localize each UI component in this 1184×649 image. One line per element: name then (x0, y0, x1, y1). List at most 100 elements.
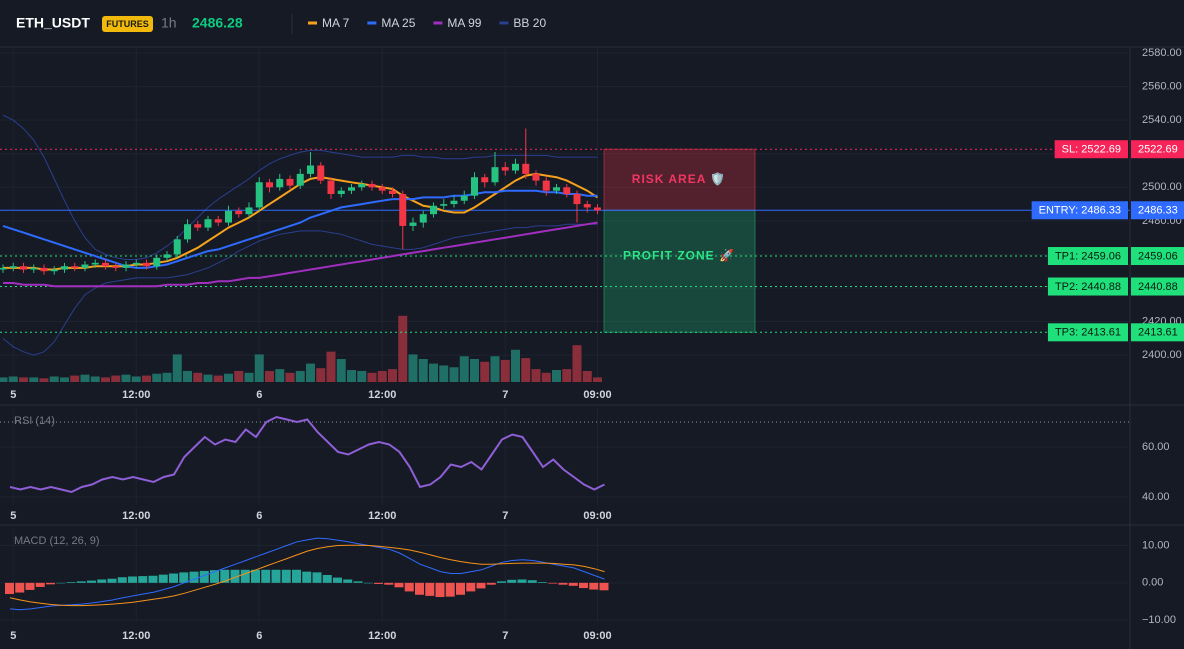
candle-body (573, 194, 581, 205)
volume-bar (521, 358, 531, 382)
candle-body (337, 190, 345, 195)
histogram-bar (517, 579, 527, 583)
histogram-bar (117, 577, 127, 583)
y-tick-label: 2560.00 (1142, 81, 1182, 93)
volume-bar (562, 369, 572, 382)
histogram-bar (353, 581, 363, 583)
volume-bar (234, 370, 244, 382)
candle-body (204, 219, 212, 228)
level-axis-tag (1131, 201, 1184, 220)
histogram-bar (363, 582, 373, 584)
histogram-bar (25, 582, 35, 590)
x-tick-label: 12:00 (122, 630, 150, 642)
histogram-bar (456, 582, 465, 595)
candle-body (153, 257, 161, 267)
histogram-bar (220, 569, 230, 583)
candle-body (389, 190, 396, 195)
volume-bar (552, 370, 561, 382)
volume-bar (377, 370, 387, 382)
histogram-bar (527, 580, 537, 583)
candle-body (0, 267, 7, 270)
x-tick-label: 12:00 (368, 389, 396, 401)
level-axis-label: 2522.69 (1138, 144, 1178, 156)
histogram-bar (189, 571, 199, 583)
x-tick-label: 12:00 (368, 510, 396, 522)
candle-body (9, 266, 17, 268)
candle-body (102, 262, 109, 267)
histogram-bar (240, 569, 250, 583)
histogram-bar (558, 582, 568, 585)
volume-bar (449, 367, 459, 382)
volume-bar (131, 376, 141, 382)
histogram-bar (76, 581, 86, 583)
x-tick-label: 09:00 (583, 630, 611, 642)
candle-body (512, 163, 519, 171)
candle-body (71, 266, 79, 268)
volume-bar (19, 377, 28, 382)
x-tick-label: 6 (256, 510, 262, 522)
volume-bar (490, 356, 500, 382)
candle-body (61, 266, 68, 270)
x-tick-label: 09:00 (583, 389, 611, 401)
candle-body (368, 183, 376, 188)
level-label: TP3: 2413.61 (1055, 327, 1121, 339)
candle-body (112, 266, 120, 268)
volume-bar (408, 354, 418, 382)
histogram-bar (476, 582, 486, 589)
candle-body (409, 222, 417, 226)
volume-bar (152, 373, 162, 382)
volume-bar (572, 345, 582, 382)
pane-title: RSI (14) (14, 415, 55, 427)
histogram-bar (5, 582, 14, 595)
volume-bar (357, 370, 367, 382)
candle-body (378, 187, 386, 191)
histogram-bar (138, 576, 148, 583)
histogram-bar (486, 582, 496, 585)
candle-body (481, 177, 489, 183)
volume-bar (39, 378, 49, 382)
histogram-bar (435, 582, 445, 598)
y-tick-label: 10.00 (1142, 539, 1170, 551)
histogram-bar (87, 580, 96, 583)
x-tick-label: 5 (10, 510, 16, 522)
volume-bar (439, 365, 449, 382)
level-tag (1047, 277, 1128, 296)
candle-body (460, 195, 468, 201)
histogram-bar (158, 574, 168, 583)
badge-bg (102, 16, 153, 32)
volume-bar (121, 374, 131, 382)
level-axis-tag (1131, 323, 1184, 342)
pane-title: MACD (12, 26, 9) (14, 535, 100, 547)
y-tick-label: 0.00 (1142, 577, 1163, 589)
candle-body (553, 187, 560, 191)
symbol: ETH_USDT (16, 15, 90, 31)
volume-bar (285, 372, 295, 382)
candle-body (184, 224, 191, 240)
candle-body (30, 267, 38, 270)
x-tick-label: 5 (10, 389, 16, 401)
candle-body (522, 163, 530, 174)
histogram-bar (35, 582, 45, 587)
histogram-bar (15, 582, 25, 593)
candle-body (235, 210, 243, 215)
volume-bar (111, 375, 121, 382)
histogram-bar (497, 581, 506, 583)
candle-body (532, 173, 540, 181)
histogram-bar (384, 582, 394, 585)
macd-line (9, 537, 605, 611)
candle-body (132, 262, 140, 265)
zone (603, 209, 756, 333)
histogram-bar (97, 579, 107, 583)
histogram-bar (538, 582, 547, 583)
histogram-bar (404, 582, 414, 592)
histogram-bar (374, 582, 383, 584)
histogram-bar (548, 582, 558, 584)
candle-body (225, 210, 232, 223)
y-tick-label: 40.00 (1142, 491, 1170, 503)
zone-label: PROFIT ZONE 🚀 (623, 248, 735, 262)
histogram-bar (302, 571, 312, 583)
level-axis-tag (1131, 140, 1184, 159)
volume-bar (541, 372, 551, 382)
volume-bar (29, 377, 39, 382)
